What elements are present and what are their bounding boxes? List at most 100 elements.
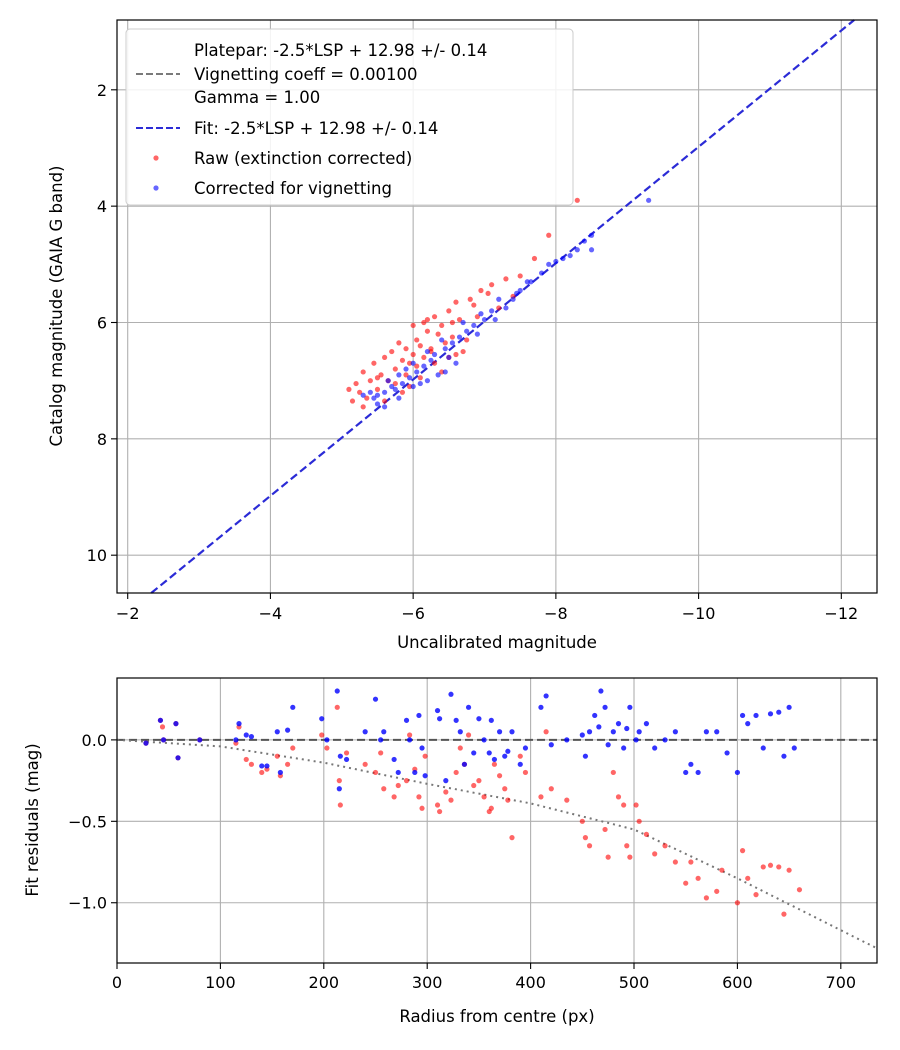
raw-point <box>403 372 409 378</box>
raw-residual-point <box>627 854 633 860</box>
raw-residual-point <box>248 761 255 767</box>
raw-point <box>546 232 552 238</box>
bottom-axes-frame <box>116 677 878 964</box>
corrected-residual-point <box>419 745 425 751</box>
raw-point <box>414 337 420 343</box>
raw-point <box>431 360 438 366</box>
corrected-residual-point <box>781 753 787 759</box>
legend-raw-swatch <box>153 155 159 161</box>
legend-platepar-line-3: Gamma = 1.00 <box>194 88 320 107</box>
corrected-point <box>588 232 595 238</box>
corrected-residual-point <box>688 761 694 767</box>
corrected-point <box>478 311 484 317</box>
corrected-residual-point <box>448 691 454 697</box>
corrected-residual-point <box>724 750 730 756</box>
raw-point <box>531 255 538 262</box>
raw-point <box>360 404 366 410</box>
corrected-residual-point <box>248 734 255 740</box>
corrected-residual-point <box>381 729 387 735</box>
raw-residual-point <box>290 745 296 751</box>
top-x-tick-label: −4 <box>259 604 283 623</box>
legend: Platepar: -2.5*LSP + 12.98 +/- 0.14 Vign… <box>125 28 574 206</box>
vignetting-model-curve <box>116 738 878 950</box>
corrected-residual-point <box>465 704 472 710</box>
corrected-residual-point <box>471 750 477 756</box>
raw-residual-point <box>767 862 774 868</box>
raw-point <box>456 316 463 323</box>
corrected-point <box>389 383 395 390</box>
raw-point <box>431 314 438 320</box>
bottom-y-axis-label: Fit residuals (mag) <box>23 743 42 896</box>
corrected-residual-point <box>337 753 343 759</box>
raw-residual-point <box>343 750 350 756</box>
legend-corrected-swatch <box>153 185 159 191</box>
corrected-residual-point <box>695 769 701 776</box>
raw-residual-point <box>683 880 689 886</box>
corrected-point <box>539 270 545 276</box>
corrected-residual-point <box>437 716 443 722</box>
corrected-point <box>374 392 381 398</box>
bottom-y-tick-label: 0.0 <box>82 731 107 750</box>
bottom-points <box>143 688 803 917</box>
raw-residual-point <box>582 835 589 841</box>
corrected-residual-point <box>505 748 511 754</box>
raw-point <box>353 380 359 387</box>
corrected-residual-point <box>605 742 611 748</box>
raw-residual-point <box>579 818 585 824</box>
bottom-y-tick-label: −0.5 <box>68 812 107 831</box>
corrected-residual-point <box>488 717 494 723</box>
corrected-residual-point <box>395 769 401 776</box>
raw-point <box>517 273 523 279</box>
raw-residual-point <box>662 843 668 849</box>
corrected-residual-point <box>461 761 468 767</box>
corrected-residual-point <box>173 721 179 727</box>
top-y-tick-label: 8 <box>97 430 107 449</box>
raw-residual-point <box>605 854 611 860</box>
raw-residual-point <box>407 732 413 738</box>
raw-point <box>464 337 470 343</box>
corrected-residual-point <box>197 737 203 743</box>
legend-box <box>125 28 574 206</box>
corrected-residual-point <box>319 716 325 722</box>
corrected-residual-point <box>598 688 604 694</box>
corrected-residual-point <box>517 761 523 767</box>
corrected-point <box>392 386 398 392</box>
raw-residual-point <box>734 900 741 906</box>
bottom-y-tick-label: −1.0 <box>68 894 107 913</box>
corrected-residual-point <box>476 716 482 722</box>
raw-residual-point <box>491 761 498 767</box>
legend-corrected-label: Corrected for vignetting <box>194 179 392 198</box>
corrected-residual-point <box>443 778 449 784</box>
raw-residual-point <box>714 888 720 894</box>
raw-residual-point <box>465 732 472 738</box>
raw-point <box>403 346 409 352</box>
corrected-residual-point <box>434 707 441 714</box>
corrected-point <box>588 247 595 253</box>
corrected-point <box>646 197 652 203</box>
corrected-residual-point <box>491 756 498 763</box>
raw-point <box>374 375 381 381</box>
top-y-tick-label: 2 <box>97 81 107 100</box>
corrected-point <box>456 334 463 340</box>
top-x-tick-label: −2 <box>116 604 140 623</box>
corrected-residual-point <box>403 717 410 723</box>
corrected-point <box>524 279 530 285</box>
raw-point <box>389 348 395 355</box>
legend-platepar-line-2: Vignetting coeff = 0.00100 <box>194 65 418 84</box>
raw-residual-point <box>496 773 503 779</box>
corrected-residual-point <box>509 729 515 735</box>
raw-point <box>410 322 416 329</box>
legend-fit-label: Fit: -2.5*LSP + 12.98 +/- 0.14 <box>194 119 438 138</box>
top-ticks: −2 −4 −6 −8 −10 −12 2 4 6 8 10 <box>87 81 859 623</box>
corrected-point <box>406 375 413 381</box>
corrected-residual-point <box>412 769 418 776</box>
corrected-point <box>421 363 427 369</box>
corrected-residual-point <box>343 756 350 763</box>
raw-point <box>449 319 455 326</box>
raw-residual-point <box>538 794 544 800</box>
corrected-point <box>367 389 373 395</box>
top-axes-frame <box>116 19 878 594</box>
raw-residual-point <box>159 724 166 730</box>
raw-point <box>378 372 384 378</box>
corrected-residual-point <box>372 696 379 702</box>
